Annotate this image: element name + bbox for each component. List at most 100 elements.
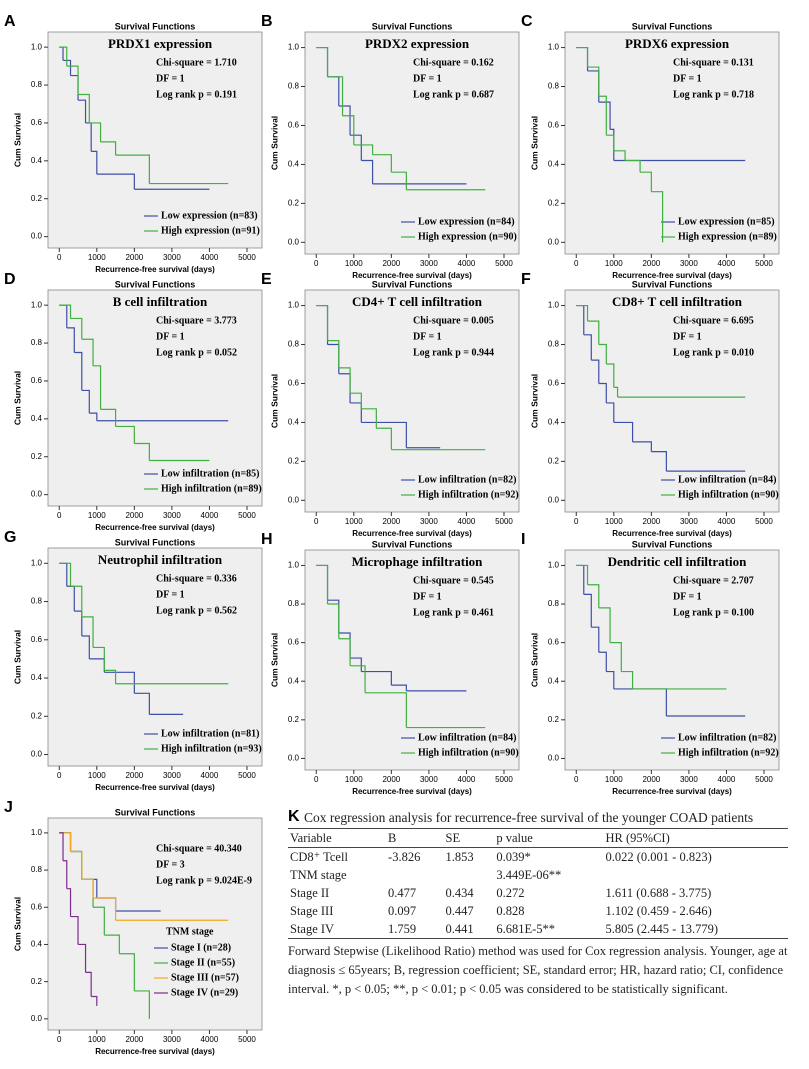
survival-step	[66, 65, 79, 95]
survival-step	[361, 670, 392, 686]
chart-title: Survival Functions	[632, 279, 713, 289]
y-tick-label: 0.0	[548, 754, 560, 763]
x-tick-label: 2000	[642, 259, 660, 268]
table-cell: 0.447	[445, 903, 474, 918]
x-tick-label: 3000	[420, 775, 438, 784]
x-tick-label: 5000	[495, 517, 513, 526]
legend-label: Stage III (n=57)	[171, 972, 239, 983]
y-tick-label: 0.4	[548, 676, 560, 685]
survival-step	[587, 66, 600, 97]
survival-step	[93, 906, 105, 936]
x-tick-label: 0	[574, 517, 579, 526]
legend-label: Low expression (n=83)	[161, 210, 258, 221]
survival-step	[85, 971, 92, 997]
survival-step	[316, 46, 329, 77]
survival-step	[134, 692, 150, 715]
table-title: Cox regression analysis for recurrence-f…	[304, 810, 754, 825]
stat: DF = 1	[673, 331, 702, 342]
panel-label: I	[521, 531, 525, 548]
legend-label: High infiltration (n=93)	[161, 743, 262, 754]
plot-area	[304, 289, 520, 513]
survival-step	[365, 692, 407, 728]
stat: Log rank p = 0.718	[673, 89, 754, 100]
x-tick-label: 3000	[680, 259, 698, 268]
x-tick-label: 4000	[201, 1035, 219, 1044]
chart-title: Survival Functions	[115, 807, 196, 817]
y-tick-label: 0.0	[288, 754, 300, 763]
y-tick-label: 1.0	[288, 43, 300, 52]
survival-step	[576, 564, 589, 585]
x-tick-label: 0	[314, 259, 319, 268]
chart-title: Survival Functions	[115, 537, 196, 547]
y-tick-label: 0.2	[548, 715, 560, 724]
table-cell: TNM stage	[290, 867, 347, 882]
header-cell: HR (95%CI)	[603, 828, 788, 848]
chart-title: Survival Functions	[372, 539, 453, 549]
survival-step	[81, 338, 94, 366]
survival-step	[651, 451, 667, 472]
y-tick-label: 1.0	[31, 300, 43, 309]
y-tick-label: 1.0	[31, 42, 43, 51]
y-tick-label: 1.0	[31, 828, 43, 837]
legend-label: Low infiltration (n=82)	[418, 474, 516, 485]
survival-step	[89, 122, 102, 142]
plot-area	[47, 289, 263, 507]
survival-step	[587, 584, 600, 608]
y-tick-label: 0.8	[31, 865, 43, 874]
y-tick-label: 0.8	[31, 597, 43, 606]
survival-step	[78, 99, 87, 123]
panel-label: K	[288, 808, 300, 825]
panel-label: J	[4, 799, 13, 816]
plot-area	[47, 547, 263, 767]
y-tick-label: 0.2	[31, 977, 43, 986]
y-tick-label: 0.0	[31, 1014, 43, 1023]
survival-step	[598, 101, 611, 130]
y-tick-label: 0.6	[31, 376, 43, 385]
x-tick-label: 5000	[495, 775, 513, 784]
stat: DF = 1	[156, 331, 185, 342]
table-row: CD8⁺ Tcell -3.826 1.853 0.039* 0.022 (0.001 …	[288, 848, 788, 867]
table-cell: 3.449E-06**	[496, 867, 562, 882]
x-tick-label: 0	[57, 253, 62, 262]
survival-step	[576, 304, 589, 322]
legend-label: High infiltration (n=90)	[678, 489, 779, 500]
y-tick-label: 0.6	[288, 638, 300, 647]
survival-step	[66, 327, 75, 353]
stat: Chi-square = 40.340	[156, 843, 242, 854]
table-cell: 1.102 (0.459 - 2.646)	[605, 903, 712, 918]
survival-step	[391, 684, 407, 691]
panel-label: C	[521, 13, 533, 30]
y-tick-label: 0.2	[31, 194, 43, 203]
legend-label: Stage IV (n=29)	[171, 987, 238, 998]
table-row: TNM stage 3.449E-06**	[288, 866, 788, 884]
x-tick-label: 4000	[201, 253, 219, 262]
survival-step	[70, 915, 79, 945]
x-tick-label: 3000	[163, 1035, 181, 1044]
y-tick-label: 0.6	[548, 638, 560, 647]
chart-title: Survival Functions	[632, 21, 713, 31]
survival-step	[350, 665, 366, 693]
x-tick-label: 0	[57, 511, 62, 520]
survival-step	[610, 642, 622, 672]
y-axis-label: Cum Survival	[269, 633, 279, 687]
legend-label: Stage II (n=55)	[171, 957, 235, 968]
subtitle: PRDX1 expression	[108, 36, 213, 51]
x-tick-label: 2000	[125, 511, 143, 520]
y-tick-label: 1.0	[288, 561, 300, 570]
legend-label: High infiltration (n=89)	[161, 483, 262, 494]
survival-step	[591, 359, 600, 384]
subtitle: CD4+ T cell infiltration	[352, 294, 483, 309]
table-cell: 0.828	[496, 903, 525, 918]
panel-label: A	[4, 13, 16, 30]
x-axis-label: Recurrence-free survival (days)	[612, 529, 732, 538]
survival-step	[115, 425, 135, 444]
y-tick-label: 1.0	[548, 561, 560, 570]
x-tick-label: 4000	[458, 259, 476, 268]
stat: Log rank p = 0.052	[156, 347, 237, 358]
x-tick-label: 0	[314, 517, 319, 526]
survival-step	[613, 421, 634, 442]
x-tick-label: 5000	[238, 253, 256, 262]
y-tick-label: 0.8	[31, 80, 43, 89]
y-axis-label: Cum Survival	[12, 630, 22, 684]
x-tick-label: 5000	[755, 517, 773, 526]
